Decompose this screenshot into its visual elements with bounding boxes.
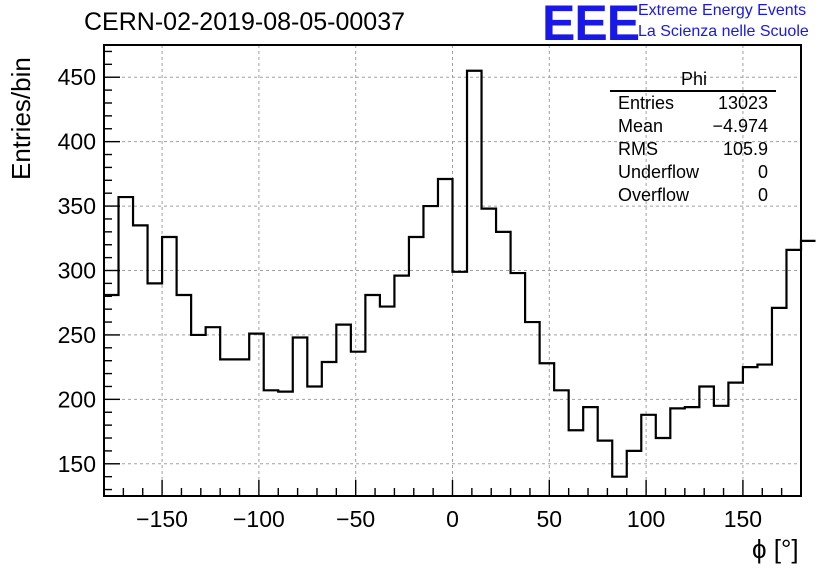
stats-value: 13023 [717, 93, 768, 113]
y-tick-label: 450 [58, 64, 96, 90]
x-tick-label: 150 [724, 506, 762, 532]
y-tick-labels: 150 200 250 300 350 400 450 [58, 64, 96, 477]
y-axis-label: Entries/bin [6, 57, 36, 180]
eee-logo: EEE [542, 0, 640, 51]
stats-row-underflow: Underflow 0 [610, 161, 776, 184]
axis-ticks [103, 50, 802, 496]
histogram-line [104, 69, 816, 478]
x-tick-label: 0 [446, 506, 459, 532]
stats-name: Phi [610, 68, 776, 92]
stats-row-rms: RMS 105.9 [610, 138, 776, 161]
logo-line-2: La Scienza nelle Scuole [638, 23, 809, 40]
y-tick-label: 400 [58, 129, 96, 155]
y-tick-label: 250 [58, 322, 96, 348]
stats-label: Overflow [618, 185, 690, 205]
x-tick-label: 100 [627, 506, 665, 532]
x-tick-labels: −150 −100 −50 0 50 100 150 [136, 506, 762, 532]
stats-row-mean: Mean −4.974 [610, 115, 776, 138]
stats-label: Mean [618, 116, 664, 136]
logo-line-1: Extreme Energy Events [638, 2, 807, 19]
y-tick-label: 150 [58, 451, 96, 477]
stats-row-overflow: Overflow 0 [610, 184, 776, 207]
stats-box: Phi Entries 13023 Mean −4.974 RMS 105.9 … [610, 68, 776, 207]
stats-label: RMS [618, 139, 658, 159]
y-tick-label: 350 [58, 193, 96, 219]
x-tick-label: −100 [233, 506, 285, 532]
chart-title: CERN-02-2019-08-05-00037 [84, 8, 406, 36]
stats-row-entries: Entries 13023 [610, 92, 776, 115]
x-axis-label: ϕ [°] [752, 534, 799, 564]
x-tick-label: −50 [336, 506, 375, 532]
stats-value: 0 [757, 162, 768, 182]
stats-value: 0 [757, 185, 768, 205]
x-tick-label: −150 [136, 506, 188, 532]
y-tick-label: 200 [58, 386, 96, 412]
stats-label: Entries [618, 93, 675, 113]
stats-value: −4.974 [712, 116, 768, 136]
stats-label: Underflow [618, 162, 700, 182]
x-tick-label: 50 [537, 506, 563, 532]
y-tick-label: 300 [58, 258, 96, 284]
stats-value: 105.9 [722, 139, 768, 159]
